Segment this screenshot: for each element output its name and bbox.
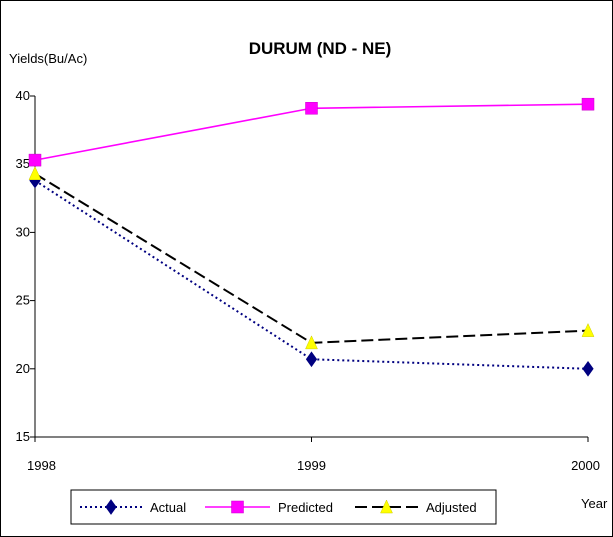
series-group [28,97,595,377]
y-tick-label: 20 [16,361,30,376]
y-axis-label: Yields(Bu/Ac) [9,51,87,66]
legend-label: Predicted [278,500,333,515]
data-point-predicted [231,500,244,514]
x-tick-label: 2000 [571,458,600,473]
legend-label: Actual [150,500,186,515]
x-tick-label: 1998 [27,458,56,473]
legend: Actual Predicted Adjusted [70,489,497,525]
x-axis-ticks: 1998 1999 2000 [27,437,600,473]
y-tick-label: 30 [16,224,30,239]
y-tick-label: 35 [16,156,30,171]
legend-label: Adjusted [426,500,477,515]
data-point-predicted [305,102,318,115]
y-tick-label: 15 [16,429,30,444]
data-point-adjusted [305,335,318,350]
data-point-adjusted [380,499,393,514]
x-tick-label: 1999 [297,458,326,473]
y-tick-label: 40 [16,88,30,103]
y-axis-ticks: 15 20 25 30 35 40 [16,88,35,444]
chart-title: DURUM (ND - NE) [249,39,392,58]
data-point-adjusted [28,166,42,180]
data-point-actual [582,360,594,377]
x-axis-label: Year [581,496,608,511]
data-point-adjusted [581,323,595,337]
data-point-predicted [28,153,42,167]
data-point-predicted [581,97,595,111]
y-tick-label: 25 [16,293,30,308]
data-point-actual [305,351,318,368]
data-point-actual [105,499,117,515]
